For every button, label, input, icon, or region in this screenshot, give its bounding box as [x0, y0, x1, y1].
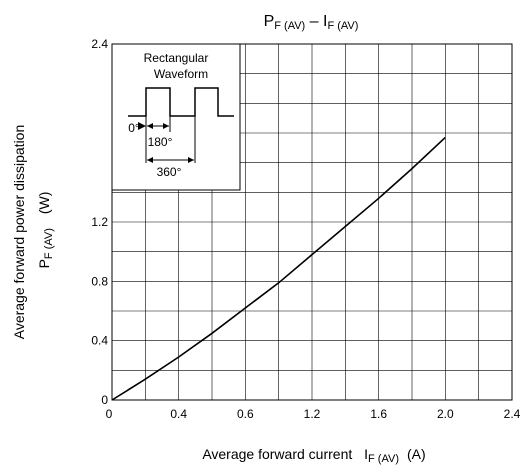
- x-axis-label-gap: [352, 446, 356, 462]
- inset-title-line1: Rectangular: [144, 51, 209, 65]
- y-tick-label: 0: [101, 393, 108, 407]
- title-separator: – I: [305, 13, 327, 30]
- x-axis-label-unit: (A): [407, 446, 426, 462]
- x-tick-label: 2.0: [437, 407, 454, 421]
- x-tick-label: 1.2: [304, 407, 321, 421]
- arrow-0: [138, 122, 146, 130]
- y-tick-label: 1.2: [91, 215, 108, 229]
- y-axis-label-symbol: P: [36, 259, 52, 268]
- arrow-180-left: [147, 123, 153, 129]
- title-symbol-p: P: [264, 13, 275, 30]
- x-tick-label: 0.4: [170, 407, 187, 421]
- arrow-360-left: [147, 157, 153, 163]
- title-sub-1: F (AV): [274, 20, 305, 32]
- title-sub-2: F (AV): [327, 20, 358, 32]
- x-tick-label: 1.6: [370, 407, 387, 421]
- x-tick-label: 0: [106, 407, 113, 421]
- chart-title: PF (AV) – IF (AV): [264, 13, 359, 32]
- y-tick-label: 0.8: [91, 274, 108, 288]
- y-axis-label-line1: Average forward power dissipation: [11, 125, 27, 340]
- x-tick-label: 2.4: [504, 407, 521, 421]
- x-tick-label: 0.6: [237, 407, 254, 421]
- inset-title-line2: Waveform: [154, 67, 208, 81]
- waveform-inset: Rectangular Waveform 0° 180° 360°: [111, 43, 241, 191]
- label-0-deg: 0°: [128, 121, 140, 135]
- y-axis-label-unit: (W): [36, 192, 52, 215]
- y-axis-label-sub: F (AV): [43, 228, 55, 259]
- x-tick-labels: 0 0.4 0.6 1.2 1.6 2.0 2.4: [106, 407, 521, 421]
- grid: [112, 44, 512, 400]
- inset-box: [111, 43, 241, 191]
- y-tick-label: 0.4: [91, 334, 108, 348]
- label-180-deg: 180°: [148, 135, 173, 149]
- x-axis-label-symbol: I: [364, 446, 368, 462]
- power-curve: [111, 136, 446, 401]
- y-tick-labels: 0 0.4 0.8 1.2 2.4: [91, 37, 108, 407]
- series-group: [111, 136, 446, 401]
- arrow-360-right: [188, 157, 194, 163]
- y-tick-label: 2.4: [91, 37, 108, 51]
- arrow-180-right: [163, 123, 169, 129]
- x-axis-label-text: Average forward current: [202, 446, 352, 462]
- label-360-deg: 360°: [157, 165, 182, 179]
- plot-frame: [111, 43, 513, 401]
- x-axis-label-sub: F (AV): [368, 453, 399, 465]
- rectangular-waveform: [128, 87, 234, 117]
- y-axis-label-line2: PF (AV) (W): [36, 192, 55, 269]
- x-axis-label: Average forward current IF (AV) (A): [202, 446, 425, 465]
